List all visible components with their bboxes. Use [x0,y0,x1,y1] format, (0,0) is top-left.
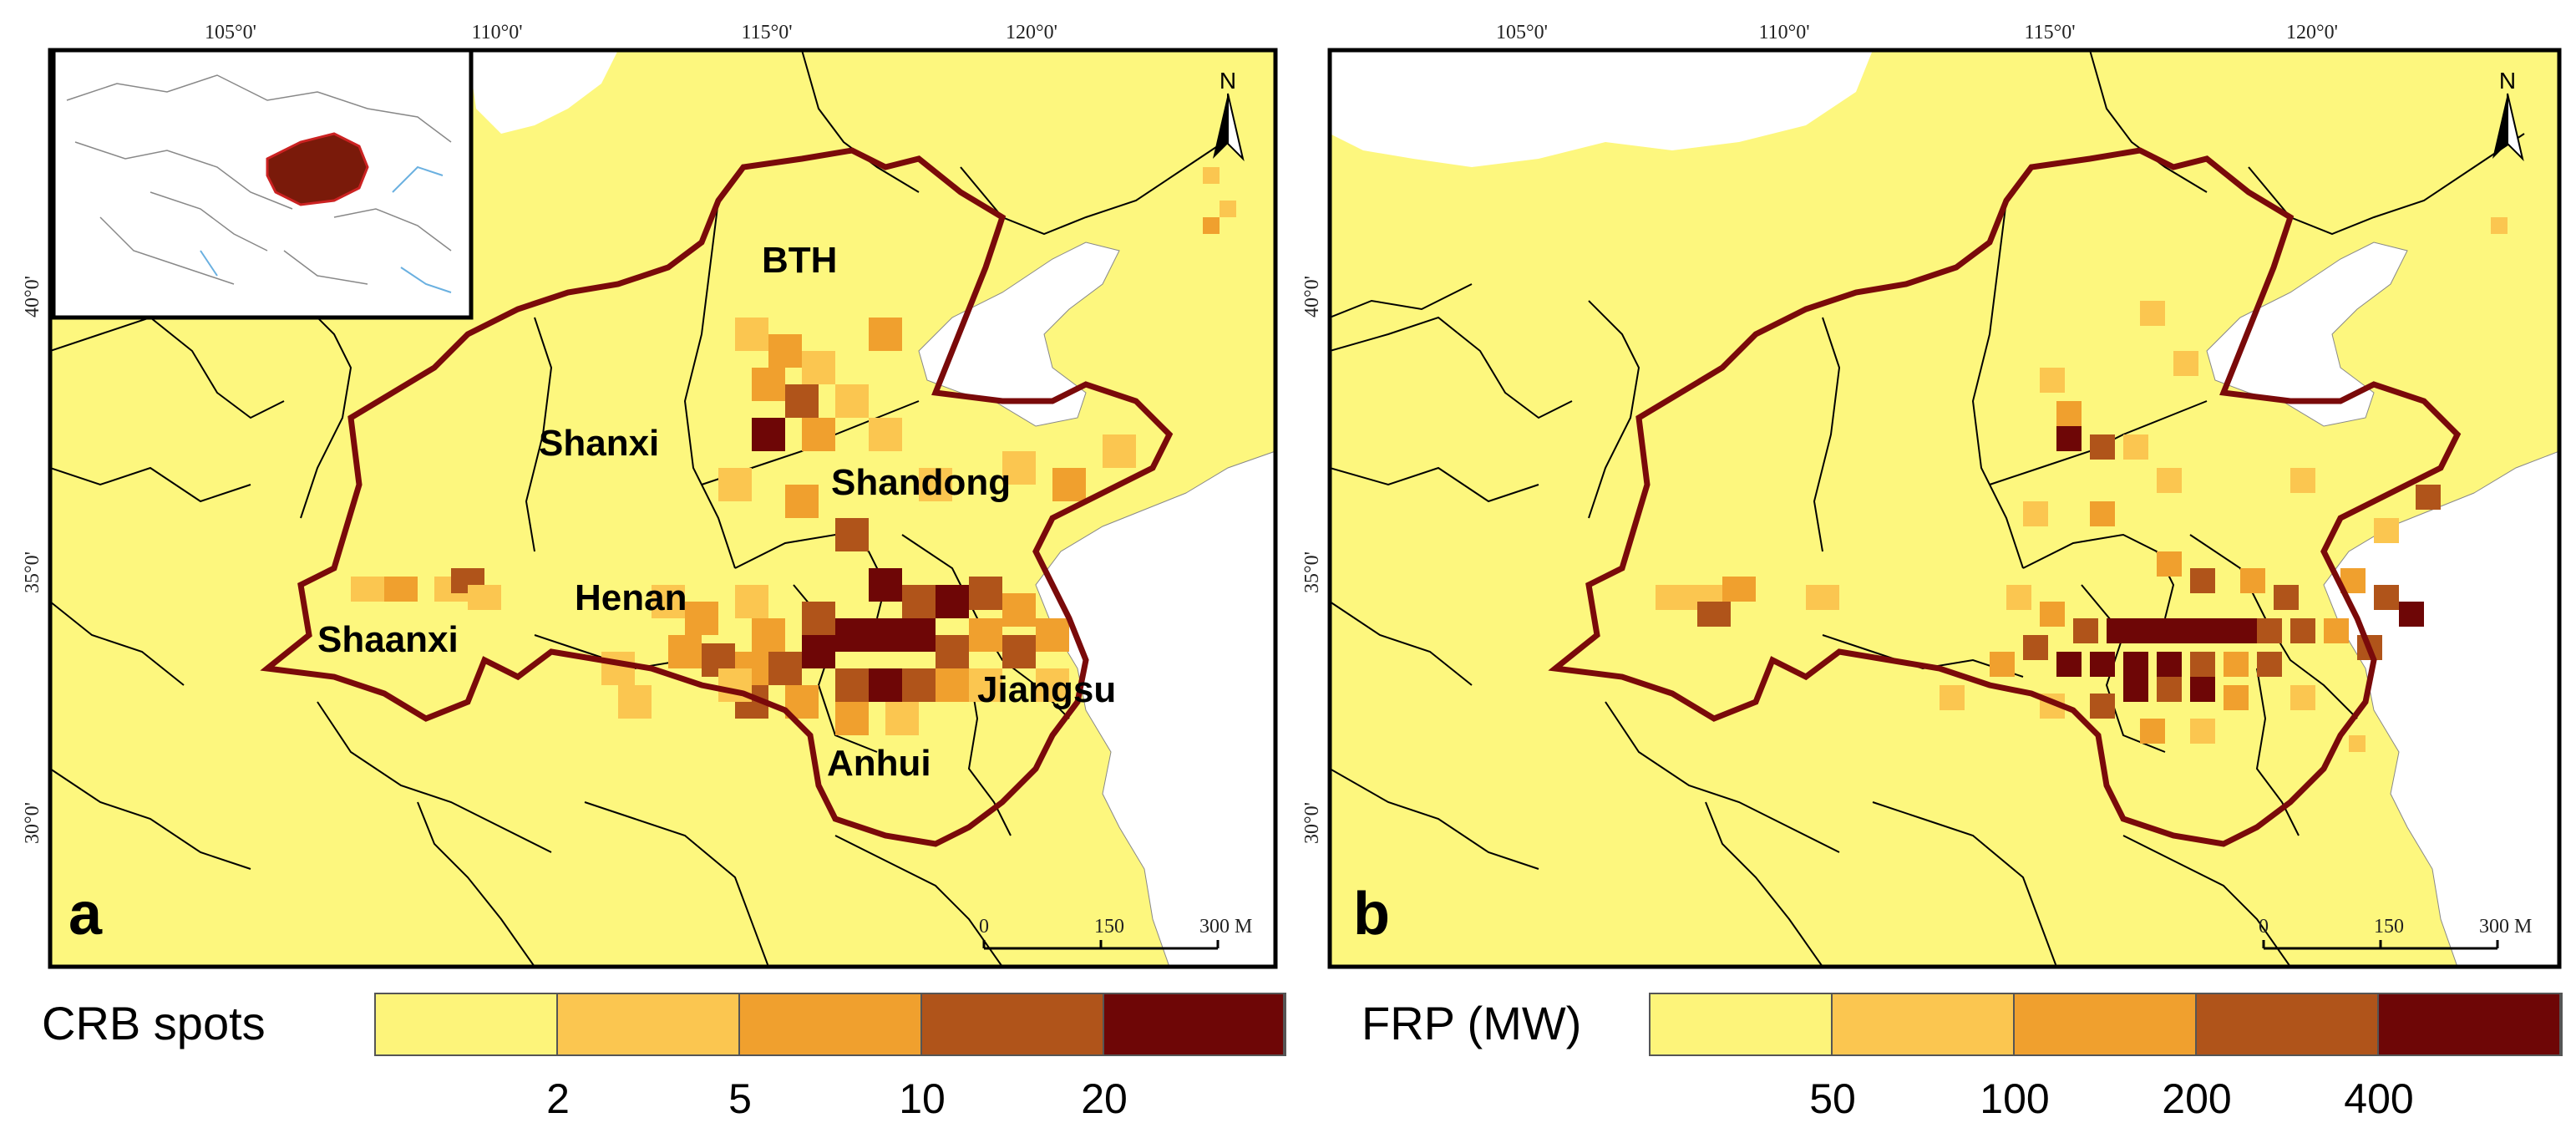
svg-text:30°0': 30°0' [1301,802,1323,844]
legend-swatch [376,994,558,1054]
frp-heat-cells [1656,217,2508,752]
svg-text:30°0': 30°0' [22,802,43,844]
legend-swatch [2015,994,2197,1054]
region-label-bth: BTH [762,240,837,281]
north-arrow-icon: N [1213,68,1245,162]
yellow-sea [2323,450,2559,967]
legend-crb-spots: CRB spots 2 5 10 20 [42,993,1286,1122]
study-area-boundary [1548,147,2462,847]
svg-text:120°0': 120°0' [1006,22,1057,43]
legend-title: FRP (MW) [1362,997,1582,1049]
legend-break: 20 [1081,1075,1128,1122]
sea-north [468,50,618,134]
lat-ticks-a: 40°0' 35°0' 30°0' [22,276,43,844]
svg-text:300 M: 300 M [2479,916,2532,937]
svg-text:35°0': 35°0' [22,551,43,593]
legend-break: 5 [728,1075,752,1122]
sea-north [1330,50,1873,167]
legend-swatch [1651,994,1833,1054]
lat-ticks-b: 40°0' 35°0' 30°0' [1301,276,1323,844]
region-label-shanxi: Shanxi [539,423,659,464]
crb-heat-cells [351,167,1236,735]
panel-letter-a: a [68,881,103,948]
svg-text:150: 150 [2374,916,2404,937]
scale-bar: 0 150 300 M [979,916,1252,950]
yellow-sea [1035,450,1275,967]
svg-text:105°0': 105°0' [205,22,256,43]
inset-map [51,48,474,320]
map-panel-a: BTH Shanxi Shandong Henan Shaanxi Jiangs… [22,22,1278,969]
lon-ticks-b: 105°0' 110°0' 115°0' 120°0' [1496,22,2338,43]
legend-break: 2 [546,1075,570,1122]
region-label-anhui: Anhui [827,743,931,784]
svg-text:110°0': 110°0' [1758,22,1809,43]
scale-bar: 0 150 300 M [2259,916,2532,950]
legend-swatch [1104,994,1285,1054]
region-label-shaanxi: Shaanxi [317,619,459,660]
svg-text:110°0': 110°0' [471,22,522,43]
north-arrow-icon: N [2492,68,2524,162]
lon-ticks-a: 105°0' 110°0' 115°0' 120°0' [205,22,1057,43]
legend-break: 200 [2162,1075,2232,1122]
svg-text:N: N [1220,68,1236,94]
map-frame-b [1327,48,2562,969]
study-area-boundary [260,147,1174,847]
legend-swatch [1833,994,2015,1054]
svg-text:300 M: 300 M [1199,916,1252,937]
legend-swatch [2197,994,2379,1054]
panel-letter-b: b [1353,881,1390,948]
legend-break: 400 [2344,1075,2414,1122]
region-label-shandong: Shandong [831,462,1011,503]
svg-text:115°0': 115°0' [741,22,792,43]
legend-color-bar: 2 5 10 20 [374,993,1286,1122]
svg-text:0: 0 [2259,916,2269,937]
legend-break: 100 [1980,1075,2050,1122]
svg-text:115°0': 115°0' [2024,22,2075,43]
legend-title: CRB spots [42,997,266,1049]
legend-color-bar: 50 100 200 400 [1649,993,2563,1122]
land-background [1330,50,2559,967]
map-frame-a [48,48,1278,969]
legend-frp: FRP (MW) 50 100 200 400 [1362,993,2563,1122]
region-label-jiangsu: Jiangsu [977,669,1116,710]
svg-text:0: 0 [979,916,989,937]
svg-text:105°0': 105°0' [1496,22,1548,43]
svg-text:40°0': 40°0' [22,276,43,318]
map-panel-b: N 0 150 300 M b 105°0' 110°0' 115°0' 120… [1301,22,2562,969]
legend-swatch [558,994,740,1054]
legend-swatch [922,994,1104,1054]
legend-break: 10 [899,1075,946,1122]
svg-text:150: 150 [1094,916,1124,937]
svg-text:35°0': 35°0' [1301,551,1323,593]
legend-swatch [2379,994,2561,1054]
legend-swatch [740,994,922,1054]
legend-break: 50 [1809,1075,1856,1122]
svg-text:N: N [2499,68,2516,94]
svg-text:120°0': 120°0' [2286,22,2338,43]
region-label-henan: Henan [575,577,687,618]
inset-study-region [266,132,369,206]
svg-text:40°0': 40°0' [1301,276,1323,318]
